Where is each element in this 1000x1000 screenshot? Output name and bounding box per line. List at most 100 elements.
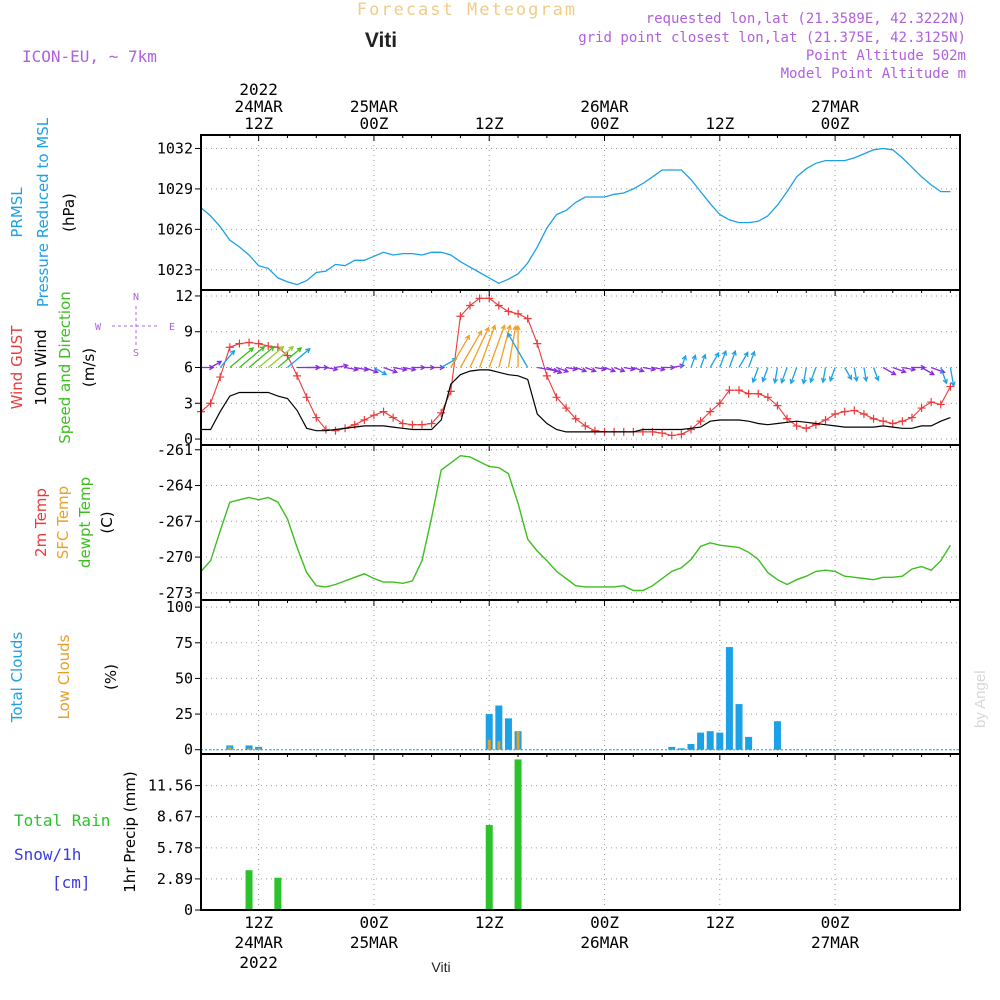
bottom-time-label: 12Z — [475, 913, 504, 932]
wind-arrow-head — [269, 345, 275, 352]
wind-arrow — [902, 366, 916, 371]
gust-marker — [562, 404, 571, 413]
wind-arrow-head — [477, 329, 483, 336]
wind-arrow — [546, 366, 562, 374]
wind-arrow-head — [563, 367, 570, 373]
wind-arrow-head — [939, 368, 946, 374]
gust-marker — [312, 413, 321, 422]
total-cloud-bar — [485, 714, 493, 750]
gust-marker — [417, 420, 426, 429]
precip-side-label: Total Rain — [14, 811, 110, 830]
dewpt-line — [200, 454, 951, 592]
wind-arrow — [642, 366, 656, 371]
panel-label: 1hr Precip (mm) — [121, 771, 139, 892]
gust-marker — [245, 338, 254, 347]
panel-label: Pressure Reduced to MSL — [34, 117, 52, 307]
bottom-time-label: 12Z — [705, 913, 734, 932]
wind-arrow — [383, 366, 398, 373]
wind-arrow-head — [248, 347, 255, 353]
gust-marker — [706, 407, 715, 416]
wind-arrow-head — [890, 370, 897, 376]
wind-arrow — [594, 366, 606, 371]
panel-label: Low Clouds — [55, 634, 73, 719]
wind-arrow — [809, 367, 817, 383]
wind-arrow — [940, 367, 948, 384]
wind-arrow-head — [942, 378, 948, 385]
panel-label: 10m Wind — [32, 329, 50, 405]
wind-arrow-head — [809, 377, 815, 384]
compass-north: N — [133, 292, 139, 303]
wind-arrow-head — [701, 353, 707, 360]
gust-marker — [331, 426, 340, 435]
y-tick-label: -264 — [157, 477, 193, 495]
gust-marker — [898, 417, 907, 426]
total-cloud-bar — [255, 746, 263, 750]
low-cloud-bar — [228, 746, 232, 750]
gust-marker — [446, 387, 455, 396]
y-tick-label: -273 — [157, 584, 193, 602]
grid-point-coords: grid point closest lon,lat (21.375E, 42.… — [578, 30, 966, 46]
wind-arrow-head — [789, 378, 795, 385]
gust-marker — [859, 410, 868, 418]
total-cloud-bar — [677, 748, 685, 750]
wind-arrow-head — [743, 351, 749, 357]
wind-arrow — [488, 325, 506, 368]
panel-label: dewpt Temp — [76, 477, 94, 568]
wind-arrow-head — [828, 376, 835, 383]
bottom-time-label: 26MAR — [580, 933, 629, 952]
gust-marker — [888, 419, 897, 428]
gust-marker — [869, 414, 878, 423]
wind-arrow-head — [801, 378, 807, 385]
gust-marker — [658, 429, 667, 438]
gust-marker — [254, 339, 263, 348]
panel-label: 2m Temp — [32, 488, 50, 557]
wind-arrow — [728, 350, 736, 368]
wind-arrow — [267, 346, 294, 368]
wind-arrow-head — [208, 364, 215, 371]
wind-arrow-head — [491, 324, 497, 331]
wind-arrow — [921, 366, 935, 376]
wind-arrow — [762, 367, 769, 382]
wind-arrow — [556, 366, 569, 373]
wind-arrow — [219, 350, 235, 368]
wind-arrow — [872, 367, 879, 381]
low-cloud-bar — [257, 748, 261, 750]
total-cloud-bar — [495, 705, 503, 750]
gust-marker — [879, 417, 888, 426]
wind-arrow — [469, 327, 490, 368]
y-tick-label: 8.67 — [157, 808, 193, 826]
panel-label: SFC Temp — [54, 486, 72, 559]
gust-marker — [389, 413, 398, 422]
gust-marker — [494, 301, 503, 310]
total-cloud-bar — [745, 736, 753, 750]
y-tick-label: 1029 — [157, 180, 193, 198]
wind-arrow-head — [874, 375, 880, 382]
gust-marker — [686, 425, 695, 434]
footer-location: Viti — [431, 959, 450, 975]
precip-side-label: [cm] — [52, 873, 91, 892]
wind-arrow-head — [780, 378, 786, 384]
rain-bar — [245, 870, 253, 910]
top-time-label: 12Z — [705, 114, 734, 133]
wind-arrow-head — [847, 374, 853, 381]
pressure-line — [200, 147, 951, 286]
model-altitude: Model Point Altitude m — [781, 66, 966, 82]
gust-marker — [552, 393, 561, 402]
bottom-time-label: 27MAR — [811, 933, 860, 952]
wind-arrow — [210, 360, 222, 369]
total-cloud-bar — [725, 647, 733, 750]
wind-arrow — [373, 366, 387, 376]
wind-arrow-head — [439, 364, 446, 371]
wind-arrow-head — [296, 347, 303, 353]
wind-arrow — [652, 366, 665, 371]
total-cloud-bar — [668, 746, 676, 750]
wind-arrow-head — [259, 345, 266, 352]
wind-arrow-head — [950, 381, 956, 388]
wind-arrow — [780, 367, 788, 383]
wind-arrow — [699, 354, 706, 368]
rain-bar — [485, 825, 493, 910]
wind-arrow-head — [392, 368, 399, 374]
wind-arrow — [623, 366, 635, 371]
wind-arrow — [239, 346, 265, 368]
wind-arrow — [790, 367, 798, 384]
